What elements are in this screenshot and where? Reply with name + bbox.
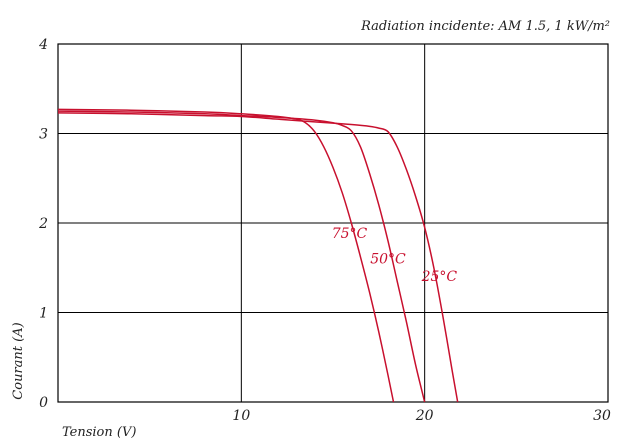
grid-lines	[58, 44, 608, 402]
curve-labels: 75°C50°C 25°C	[332, 226, 458, 285]
curve-temperature-label: 25°C	[421, 269, 458, 285]
iv-curves	[57, 108, 459, 403]
iv-curve-line	[57, 108, 395, 403]
curve-temperature-label: 50°C	[370, 251, 406, 267]
radiation-annotation: Radiation incidente: AM 1.5, 1 kW/m²	[360, 19, 610, 34]
y-tick-label: 3	[39, 127, 48, 143]
iv-curve-line	[57, 110, 426, 403]
y-axis-label: Courant (A)	[11, 322, 26, 399]
y-tick-label: 1	[39, 306, 48, 322]
x-axis-label: Tension (V)	[62, 425, 136, 439]
x-tick-label: 20	[415, 408, 434, 424]
y-tick-label: 4	[38, 37, 48, 53]
y-tick-label: 0	[39, 395, 48, 411]
iv-curve-line	[57, 112, 459, 403]
x-tick-label: 10	[232, 408, 250, 424]
y-tick-labels: 0 1 2 3 4	[38, 37, 48, 411]
x-tick-labels: 10 20 30	[232, 408, 611, 424]
x-tick-label: 30	[593, 408, 611, 424]
curve-temperature-label: 75°C	[332, 226, 368, 242]
y-tick-label: 2	[38, 216, 48, 232]
plot-frame	[57, 43, 609, 403]
